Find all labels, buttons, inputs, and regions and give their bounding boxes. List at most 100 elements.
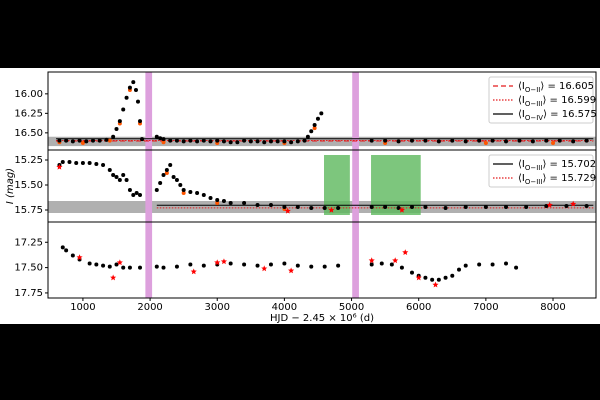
data-point xyxy=(551,140,556,145)
data-point xyxy=(164,171,169,175)
data-point xyxy=(80,140,85,145)
data-point xyxy=(94,162,99,166)
data-point xyxy=(161,265,166,270)
data-point xyxy=(295,205,300,209)
star-marker xyxy=(368,257,375,264)
data-point xyxy=(161,137,166,142)
data-point xyxy=(369,138,374,143)
data-point xyxy=(463,139,468,144)
data-point xyxy=(201,138,206,143)
data-point xyxy=(70,253,75,258)
data-point xyxy=(127,265,132,270)
data-point xyxy=(443,206,448,210)
sigma-band xyxy=(48,201,596,213)
data-point xyxy=(490,138,495,143)
data-point xyxy=(208,196,213,200)
data-point xyxy=(97,138,102,143)
legend-label: ⟨IO−III⟩ = 15.729 xyxy=(518,173,596,186)
x-tick-label: 2000 xyxy=(137,302,162,313)
data-point xyxy=(138,265,143,270)
data-point xyxy=(483,140,488,145)
data-point xyxy=(228,201,233,205)
data-point xyxy=(178,183,183,187)
gap-band xyxy=(352,222,359,298)
data-point xyxy=(74,161,79,165)
gap-band xyxy=(145,72,153,150)
data-point xyxy=(450,273,455,278)
data-point xyxy=(164,168,169,172)
data-point xyxy=(309,264,314,269)
data-point xyxy=(154,134,159,139)
y-tick-label: 16.00 xyxy=(14,89,43,100)
data-point xyxy=(117,119,122,124)
data-point xyxy=(423,275,428,280)
gap-band xyxy=(145,222,153,298)
data-point xyxy=(409,205,414,209)
data-point xyxy=(255,203,260,207)
data-point xyxy=(336,206,341,210)
data-point xyxy=(309,206,314,210)
data-point xyxy=(57,138,62,143)
star-marker xyxy=(261,265,268,272)
legend-label: ⟨IO−III⟩ = 16.599 xyxy=(518,95,596,108)
data-point xyxy=(201,263,206,268)
data-point xyxy=(127,85,132,90)
data-point xyxy=(188,262,193,267)
data-point xyxy=(195,191,200,195)
data-point xyxy=(524,205,529,209)
data-point xyxy=(336,263,341,268)
data-point xyxy=(131,80,136,85)
data-point xyxy=(268,203,273,207)
data-point xyxy=(463,205,468,209)
data-point xyxy=(312,126,317,131)
data-point xyxy=(530,139,535,144)
data-point xyxy=(107,138,112,143)
data-point xyxy=(114,262,119,267)
data-point xyxy=(242,262,247,267)
data-point xyxy=(158,136,163,141)
data-point xyxy=(168,163,173,167)
data-point xyxy=(90,138,95,143)
data-point xyxy=(312,123,317,128)
axes-frame xyxy=(47,221,597,299)
data-point xyxy=(174,138,179,143)
data-point xyxy=(584,204,589,208)
star-marker xyxy=(284,207,291,214)
data-point xyxy=(64,248,69,253)
legend-box xyxy=(488,154,594,188)
data-point xyxy=(127,188,132,192)
data-point xyxy=(60,160,65,164)
data-point xyxy=(87,261,92,266)
star-marker xyxy=(402,249,409,255)
data-point xyxy=(517,138,522,143)
star-marker xyxy=(190,268,197,275)
data-point xyxy=(195,139,200,144)
data-point xyxy=(111,134,116,139)
data-point xyxy=(235,140,240,145)
data-point xyxy=(154,188,159,192)
x-tick-label: 5000 xyxy=(339,302,364,313)
data-point xyxy=(140,137,145,142)
data-point xyxy=(423,205,428,209)
data-point xyxy=(181,191,186,195)
x-tick-label: 4000 xyxy=(272,302,297,313)
highlight-box xyxy=(324,155,350,215)
star-marker xyxy=(220,258,227,265)
y-tick-label: 17.25 xyxy=(14,237,43,248)
data-point xyxy=(544,138,549,143)
data-point xyxy=(289,140,294,145)
data-point xyxy=(215,198,220,202)
data-point xyxy=(80,161,85,165)
data-point xyxy=(101,163,106,167)
data-point xyxy=(399,265,404,270)
star-marker xyxy=(546,201,553,208)
data-point xyxy=(409,270,414,275)
y-tick-label: 16.50 xyxy=(14,128,43,139)
data-point xyxy=(295,139,300,144)
data-point xyxy=(121,265,126,270)
data-point xyxy=(262,140,267,145)
data-point xyxy=(228,140,233,145)
data-point xyxy=(158,181,163,185)
data-point xyxy=(557,138,562,143)
data-point xyxy=(282,139,287,144)
